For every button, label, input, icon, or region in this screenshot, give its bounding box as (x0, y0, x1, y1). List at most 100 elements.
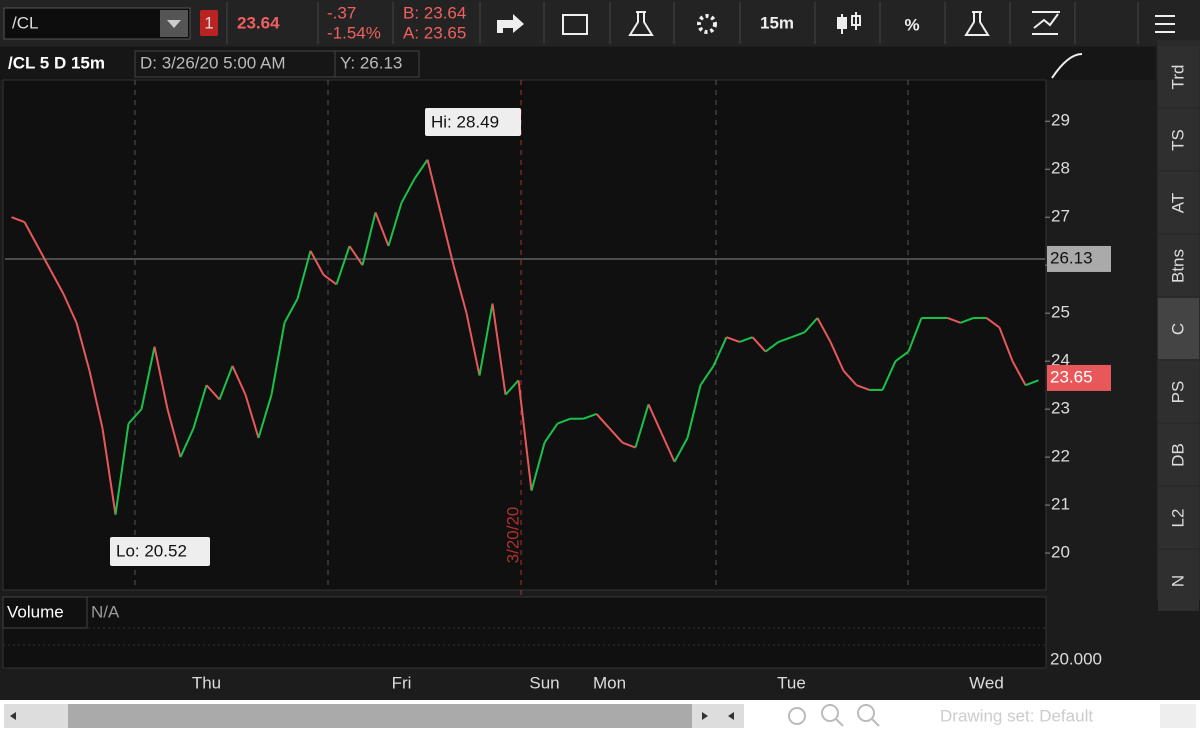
sidebar-tab[interactable] (1158, 424, 1199, 485)
sidebar-tab-label: N (1168, 575, 1187, 587)
toolbar-dividers (226, 2, 1139, 44)
price-segment (504, 379, 520, 396)
sidebar-tab[interactable] (1158, 172, 1199, 233)
price-segment (361, 212, 377, 266)
price-segment (23, 221, 39, 247)
price-segment (530, 442, 546, 491)
last-price: 23.64 (237, 13, 280, 32)
price-segment (11, 216, 25, 223)
sidebar-tab[interactable] (1158, 550, 1199, 611)
y-tick-label: 24 (1051, 351, 1070, 370)
price-segment (179, 427, 195, 458)
price-segment (153, 346, 169, 410)
x-tick-label: Wed (969, 673, 1004, 692)
y-tick-label: 21 (1051, 495, 1070, 514)
price-segment (608, 427, 624, 444)
share-icon[interactable] (497, 14, 524, 33)
autoscale-icon[interactable] (1051, 53, 1083, 79)
chart-style-icon[interactable] (837, 12, 861, 34)
price-segment (686, 384, 702, 439)
sidebar-tab[interactable] (1158, 487, 1199, 548)
price-segment (322, 273, 338, 286)
price-segment (856, 384, 870, 391)
price-segment (894, 350, 910, 362)
crosshair-tag-label: 26.13 (1050, 248, 1093, 267)
price-segment (478, 303, 494, 376)
lo-label: Lo: 20.52 (116, 541, 187, 560)
y-tick-label: 27 (1051, 207, 1070, 226)
alert-badge[interactable] (200, 10, 218, 36)
price-segment (660, 432, 676, 463)
chart-header (0, 47, 1155, 80)
symbol: /CL (12, 13, 38, 32)
volume-axis-label: 20.000 (1050, 649, 1102, 668)
settings-icon[interactable] (697, 14, 717, 34)
chart-title: /CL 5 D 15m (8, 53, 105, 72)
sidebar-tab[interactable] (1158, 46, 1199, 107)
x-tick-label: Mon (593, 673, 626, 692)
price-segment (309, 250, 325, 276)
volume-title-box (2, 596, 88, 629)
price-segment (583, 412, 597, 420)
sidebar-tab-label: Trd (1168, 65, 1187, 90)
footer-button[interactable] (1160, 704, 1196, 728)
symbol-input[interactable] (3, 7, 191, 40)
price-segment (764, 341, 780, 353)
price-segment (88, 370, 104, 429)
x-tick-label: Sun (529, 673, 559, 692)
x-tick-label: Tue (777, 673, 806, 692)
price-segment (335, 245, 351, 285)
price-segment (491, 303, 507, 395)
price-segment (49, 269, 65, 295)
price-segment (960, 317, 974, 324)
price-segment (647, 403, 663, 434)
hi-label: Hi: 28.49 (431, 112, 499, 131)
price-segment (36, 245, 52, 271)
y-tick-label: 28 (1051, 159, 1070, 178)
zoom-icons[interactable] (788, 704, 880, 727)
last-price-tag-label: 23.65 (1050, 367, 1093, 386)
menu-icon[interactable] (1155, 15, 1175, 33)
price-segment (244, 394, 260, 439)
price-segment (218, 365, 234, 400)
price-segment (791, 331, 805, 339)
price-segment (465, 312, 481, 376)
volume-pane (2, 596, 1047, 669)
price-segment (816, 317, 832, 343)
sidebar-tab[interactable] (1158, 298, 1199, 359)
sidebar-tab-label: TS (1168, 129, 1187, 151)
price-segment (517, 380, 533, 491)
price-segment (348, 245, 364, 266)
price-segment (595, 413, 611, 429)
sidebar-tab-label: AT (1168, 193, 1187, 213)
crosshair-tag (1047, 245, 1111, 272)
price-segment (1011, 360, 1027, 386)
sidebar-tab-label: PS (1168, 381, 1187, 404)
price-segment (75, 322, 91, 372)
studies-icon[interactable] (628, 11, 654, 36)
price-segment (192, 384, 208, 429)
ask: A: 23.65 (403, 23, 466, 42)
price-segment (634, 404, 650, 448)
sidebar-tab[interactable] (1158, 361, 1199, 422)
drawings-icon[interactable] (1032, 11, 1060, 35)
change: -.37 (327, 3, 356, 22)
strategies-icon[interactable] (964, 11, 990, 36)
volume-title: Volume (7, 602, 64, 621)
y-tick-label: 25 (1051, 303, 1070, 322)
sidebar-tab[interactable] (1158, 109, 1199, 170)
price-segment (622, 441, 636, 449)
price-segment (543, 422, 559, 444)
y-tick-label: 22 (1051, 447, 1070, 466)
price-segment (257, 394, 273, 439)
timeframe[interactable]: 15m (760, 13, 794, 32)
sidebar-tab[interactable] (1158, 235, 1199, 296)
scroll-thumb[interactable] (68, 704, 692, 728)
price-segment (140, 346, 156, 410)
lo-box (110, 537, 210, 566)
info-icon[interactable] (562, 14, 588, 35)
percent-toggle[interactable]: % (904, 15, 919, 34)
price-segment (101, 428, 117, 515)
drawing-set[interactable]: Drawing set: Default (940, 706, 1093, 725)
x-tick-label: Thu (192, 673, 221, 692)
